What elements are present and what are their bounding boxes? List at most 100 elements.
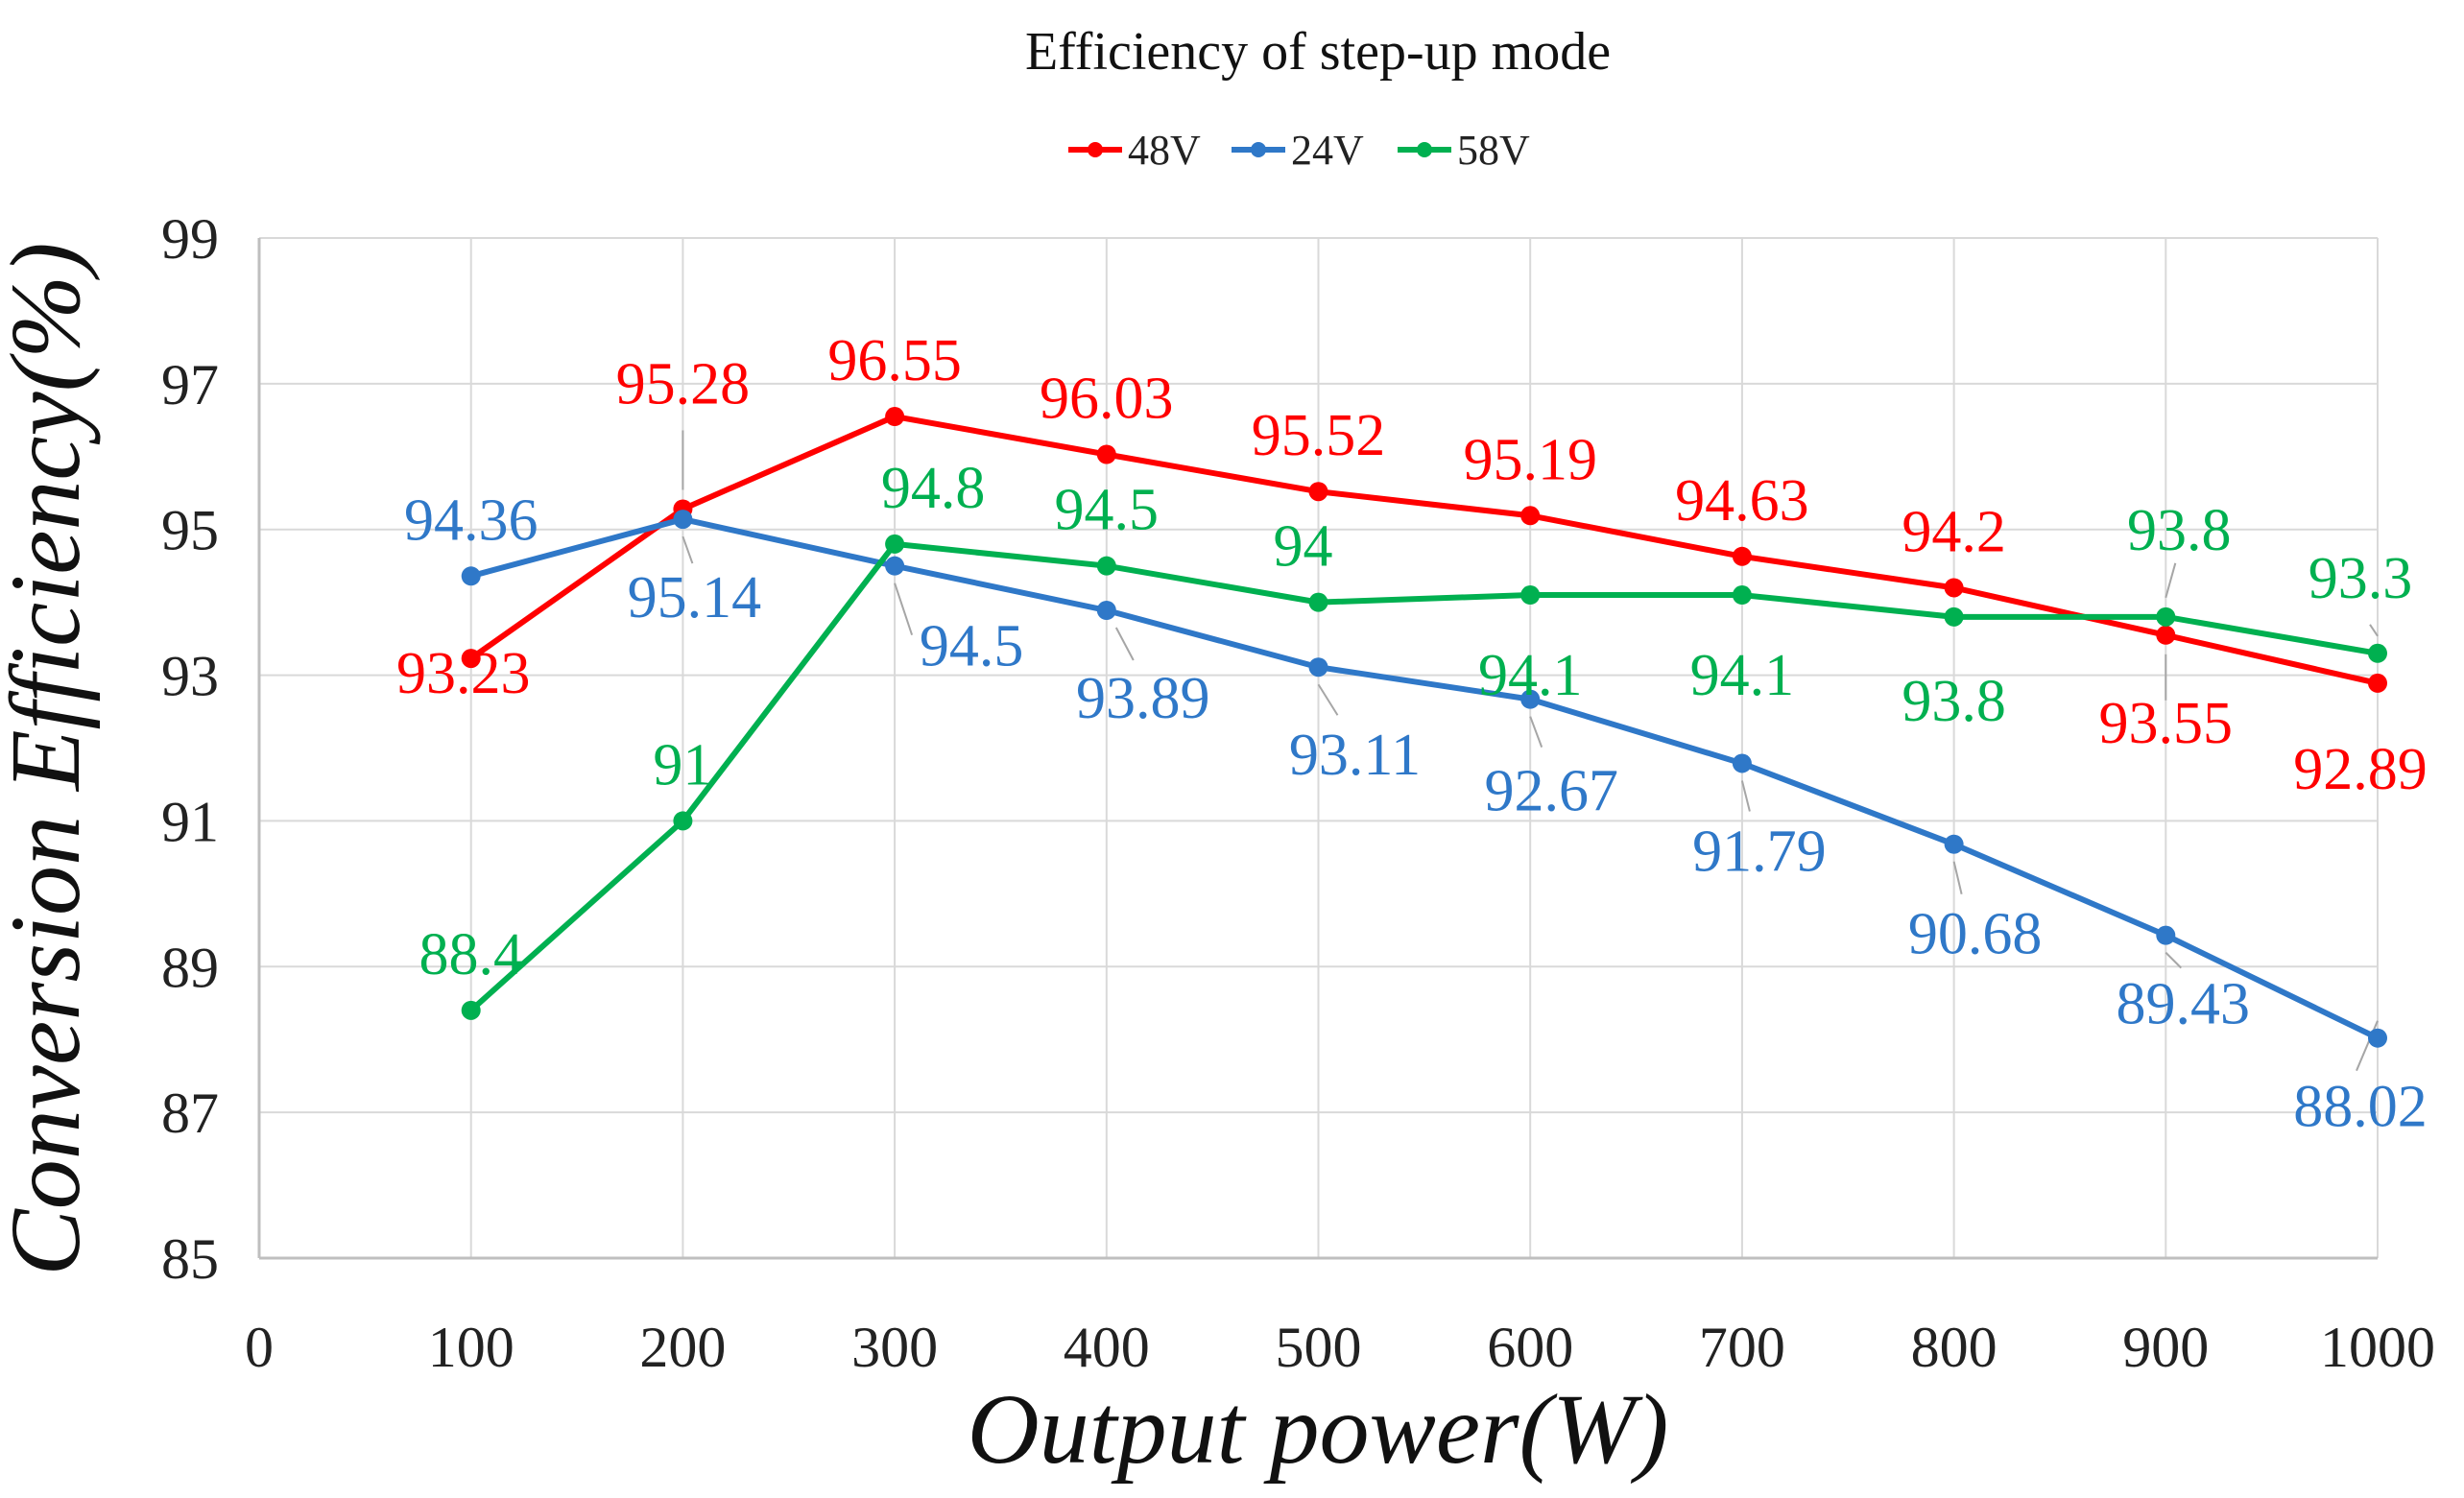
data-labels: 93.23 95.28 96.55 96.03 95.52 95.19 94.63 94.2 9…: [396, 328, 2428, 1140]
label-leader-line: [1114, 627, 1135, 661]
legend-marker-24V: [1251, 142, 1266, 157]
data-label-48V: 95.19: [1463, 427, 1597, 492]
data-point-48V: [1308, 482, 1328, 502]
legend-marker-48V: [1088, 142, 1103, 157]
x-tick-label: 600: [1487, 1316, 1573, 1379]
data-label-58V: 94.1: [1478, 643, 1583, 708]
data-point-58V: [2156, 606, 2176, 627]
series-line-48V: [467, 414, 2380, 686]
y-axis-title: Conversion Efficiency(%): [0, 242, 101, 1275]
y-tick-label: 95: [161, 499, 219, 562]
data-point-58V: [1944, 606, 1964, 627]
data-label-58V: 93.3: [2309, 546, 2413, 611]
data-label-24V: 92.67: [1484, 759, 1618, 824]
label-leader-line: [2356, 1020, 2379, 1072]
x-tick-label: 300: [851, 1316, 938, 1379]
data-label-58V: 88.4: [419, 922, 523, 987]
data-label-58V: 94: [1274, 514, 1333, 580]
x-tick-label: 400: [1064, 1316, 1150, 1379]
data-point-48V: [1944, 578, 1964, 598]
y-tick-label: 89: [161, 936, 219, 999]
label-leader-line: [894, 583, 914, 635]
data-point-24V: [1308, 657, 1328, 678]
data-label-58V: 91: [653, 732, 712, 797]
data-label-48V: 94.2: [1902, 499, 2006, 564]
data-label-24V: 94.5: [920, 614, 1024, 679]
legend-label-24V: 24V: [1291, 127, 1364, 174]
data-label-48V: 92.89: [2293, 737, 2428, 802]
data-point-48V: [1096, 444, 1116, 464]
x-tick-label: 100: [428, 1316, 514, 1379]
data-points: [461, 407, 2387, 1048]
data-label-48V: 93.23: [396, 641, 531, 706]
x-tick-label: 800: [1911, 1316, 1998, 1379]
data-label-48V: 96.55: [827, 328, 962, 393]
y-tick-label: 91: [161, 790, 219, 853]
data-label-48V: 94.63: [1675, 468, 1809, 534]
series-line-24V: [467, 516, 2380, 1041]
data-point-58V: [885, 534, 905, 554]
data-label-58V: 94.5: [1055, 478, 1160, 543]
data-label-48V: 95.28: [616, 351, 751, 416]
legend-label-48V: 48V: [1128, 127, 1201, 174]
y-tick-label: 97: [161, 353, 219, 416]
data-point-58V: [1308, 592, 1328, 612]
data-point-24V: [461, 566, 481, 586]
data-point-24V: [885, 556, 905, 576]
data-label-24V: 93.89: [1076, 666, 1210, 731]
y-tick-label: 99: [161, 207, 219, 271]
data-point-24V: [2368, 1028, 2387, 1048]
legend-label-58V: 58V: [1457, 127, 1530, 174]
data-label-48V: 93.55: [2099, 691, 2234, 756]
data-label-24V: 93.11: [1289, 723, 1421, 788]
data-point-48V: [1520, 506, 1541, 526]
grid: [259, 237, 2379, 1258]
data-point-58V: [2368, 643, 2387, 663]
data-label-58V: 94.8: [881, 456, 986, 521]
label-leader-line: [682, 535, 694, 564]
label-leaders: [682, 430, 2379, 1072]
data-label-24V: 88.02: [2293, 1075, 2428, 1140]
data-label-24V: 90.68: [1908, 902, 2043, 967]
data-point-48V: [2156, 625, 2176, 645]
tick-labels: 85 87 89 91 93 95 97 99 0 100 200 300 400 500 600 700 80…: [161, 207, 2435, 1379]
data-point-48V: [2368, 673, 2387, 693]
data-point-58V: [1520, 585, 1541, 606]
x-tick-label: 1000: [2320, 1316, 2435, 1379]
x-tick-label: 500: [1276, 1316, 1362, 1379]
data-label-24V: 95.14: [628, 565, 762, 630]
data-label-58V: 93.8: [2127, 498, 2232, 563]
chart-title: Efficiency of step-up mode: [1025, 22, 1611, 82]
x-tick-label: 700: [1699, 1316, 1785, 1379]
legend-marker-58V: [1417, 142, 1432, 157]
data-label-58V: 93.8: [1902, 669, 2006, 734]
data-point-58V: [1732, 585, 1752, 606]
data-label-48V: 96.03: [1040, 367, 1174, 432]
legend: 48V 24V 58V: [1068, 127, 1530, 174]
data-point-48V: [461, 649, 481, 669]
data-label-24V: 94.36: [404, 487, 538, 553]
y-tick-label: 85: [161, 1227, 219, 1291]
data-point-48V: [885, 407, 905, 427]
data-point-58V: [461, 1000, 481, 1020]
data-point-48V: [1732, 546, 1752, 566]
label-leader-line: [2165, 951, 2183, 969]
data-point-24V: [1520, 689, 1541, 709]
label-leader-line: [2369, 624, 2379, 637]
label-leader-line: [1952, 861, 1963, 894]
series-lines: [467, 414, 2380, 1041]
x-axis-title: Output power(W): [968, 1374, 1669, 1485]
series-line-58V: [467, 540, 2380, 1013]
data-label-58V: 94.1: [1690, 643, 1795, 708]
y-tick-label: 87: [161, 1082, 219, 1145]
label-leader-line: [1529, 716, 1543, 748]
data-point-58V: [1096, 556, 1116, 576]
data-label-24V: 91.79: [1692, 819, 1827, 884]
x-tick-label: 200: [639, 1316, 726, 1379]
x-tick-label: 900: [2122, 1316, 2209, 1379]
data-point-24V: [1732, 753, 1752, 773]
data-label-48V: 95.52: [1252, 403, 1386, 468]
label-leader-line: [1317, 683, 1339, 716]
